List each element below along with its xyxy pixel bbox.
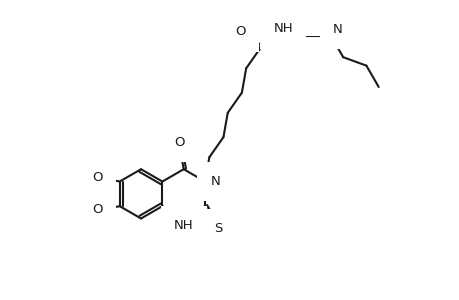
Text: O: O [235, 25, 246, 38]
Text: N: N [332, 23, 342, 36]
Text: O: O [92, 171, 102, 184]
Text: NH: NH [174, 219, 193, 232]
Text: NH: NH [273, 22, 292, 35]
Text: N: N [210, 175, 220, 188]
Text: O: O [174, 136, 184, 149]
Text: S: S [213, 222, 222, 236]
Text: O: O [92, 203, 102, 216]
